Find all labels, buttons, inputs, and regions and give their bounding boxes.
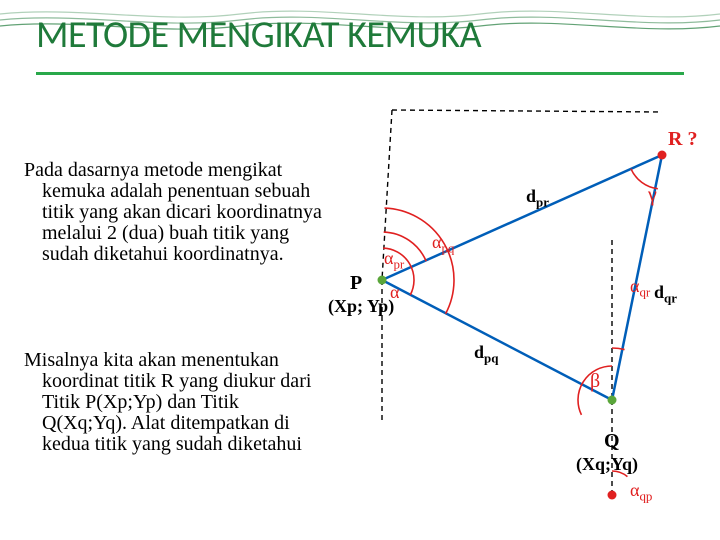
page-title: METODE MENGIKAT KEMUKA (36, 12, 684, 58)
diagram-label: dpr (526, 186, 549, 211)
diagram-label: dqr (654, 282, 677, 307)
diagram-label: dpq (474, 342, 498, 367)
diagram-label: R ? (668, 128, 697, 151)
paragraph-2: Misalnya kita akan menentukan koordinat … (24, 350, 324, 455)
title-underline (36, 72, 684, 75)
diagram-label: β (590, 370, 600, 393)
paragraph-1: Pada dasarnya metode mengikat kemuka ada… (24, 160, 324, 265)
geometry-diagram: R ?P(Xp; Yp)Q(Xq;Yq)ααprαpqβγαqrαqpdprdp… (332, 100, 712, 520)
diagram-label: (Xq;Yq) (576, 454, 638, 475)
diagram-label: αpq (432, 232, 454, 257)
diagram-label: αqp (630, 480, 652, 505)
diagram-label: αpr (384, 248, 404, 273)
diagram-label: α (390, 282, 399, 303)
diagram-label: P (350, 272, 362, 295)
diagram-label: αqr (630, 276, 650, 301)
diagram-label: Q (604, 430, 620, 453)
diagram-label: (Xp; Yp) (328, 296, 394, 317)
diagram-label: γ (648, 184, 657, 207)
